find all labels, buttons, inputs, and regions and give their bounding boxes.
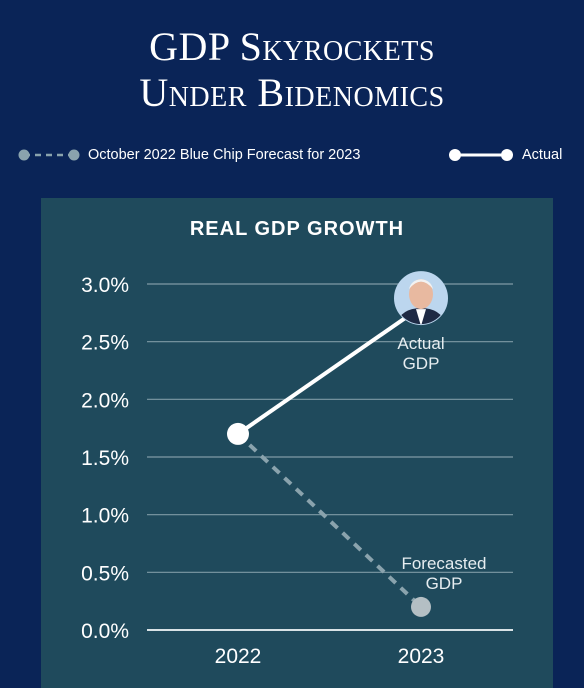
y-tick-label: 2.5% <box>81 332 129 355</box>
y-tick-label: 0.5% <box>81 562 129 585</box>
forecast-point-2023 <box>411 596 431 617</box>
solid-line-legend-icon <box>449 149 513 161</box>
actual-point-2022 <box>227 422 249 445</box>
title-line-1: GDP Skyrockets <box>149 24 435 69</box>
page-title: GDP Skyrockets Under Bidenomics <box>0 24 584 116</box>
y-tick-label: 3.0% <box>81 274 129 297</box>
y-tick-label: 1.0% <box>81 505 129 528</box>
portrait-icon <box>394 271 448 326</box>
title-line-2: Under Bidenomics <box>139 70 445 115</box>
chart-panel <box>41 198 553 688</box>
legend-item-forecast: October 2022 Blue Chip Forecast for 2023 <box>18 143 360 167</box>
legend-label-forecast: October 2022 Blue Chip Forecast for 2023 <box>88 147 361 163</box>
forecasted-gdp-annotation: Forecasted GDP <box>401 554 486 593</box>
x-tick-label: 2022 <box>215 645 262 668</box>
legend-label-actual: Actual <box>522 147 563 163</box>
chart-title: REAL GDP GROWTH <box>189 218 405 240</box>
y-tick-label: 0.0% <box>81 620 129 643</box>
dashed-line-legend-icon <box>18 149 80 161</box>
y-tick-label: 1.5% <box>81 447 129 470</box>
legend-item-actual: Actual <box>448 143 562 167</box>
legend: October 2022 Blue Chip Forecast for 2023… <box>0 143 584 167</box>
x-tick-label: 2023 <box>398 645 445 668</box>
actual-gdp-annotation: Actual GDP <box>397 334 444 373</box>
forecast-series-line <box>236 432 423 609</box>
y-tick-label: 2.0% <box>81 389 129 412</box>
actual-series-line <box>236 305 423 436</box>
